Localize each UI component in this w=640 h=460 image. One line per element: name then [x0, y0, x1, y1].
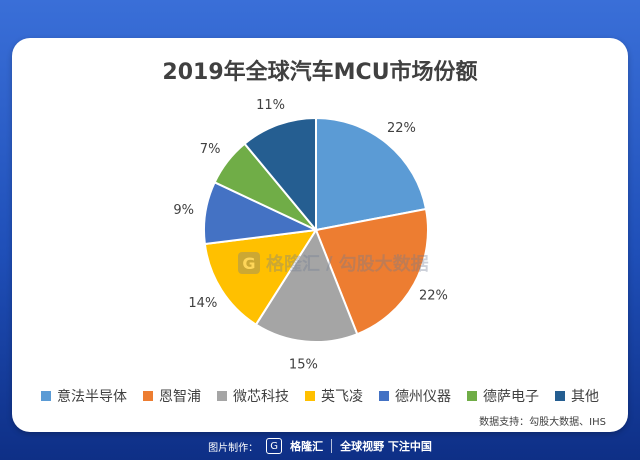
pie-label-2: 15% — [289, 357, 318, 372]
watermark-text: 勾股大数据 — [338, 254, 429, 275]
footer-made-by: 图片制作： — [208, 442, 259, 454]
legend-item-0: 意法半导体 — [41, 386, 127, 406]
pie-slice-0 — [315, 116, 428, 232]
footer-brand: 格隆汇 — [290, 440, 324, 453]
legend-label-6: 其他 — [571, 389, 599, 405]
pie-slice-3 — [203, 228, 318, 326]
legend-label-4: 德州仪器 — [395, 389, 451, 405]
legend-label-3: 英飞凌 — [321, 389, 363, 405]
legend-item-6: 其他 — [555, 386, 599, 406]
legend-label-1: 恩智浦 — [159, 389, 201, 405]
legend-item-1: 恩智浦 — [143, 386, 201, 406]
legend-swatch-5 — [467, 391, 477, 401]
legend-label-5: 德萨电子 — [483, 389, 539, 405]
legend-swatch-0 — [41, 391, 51, 401]
pie-slice-1 — [314, 207, 429, 336]
watermark-logo: G — [238, 252, 260, 274]
legend-swatch-2 — [217, 391, 227, 401]
legend-item-4: 德州仪器 — [379, 386, 451, 406]
chart-card: 2019年全球汽车MCU市场份额 22% 22% 15% 14% 9% 7% 11% G 格… — [12, 38, 628, 432]
legend-label-0: 意法半导体 — [57, 389, 127, 405]
footer-logo-icon: G — [266, 438, 283, 454]
chart-title: 2019年全球汽车MCU市场份额 — [162, 60, 478, 85]
chart-legend: 意法半导体 恩智浦 微芯科技 英飞凌 德州仪器 德萨电子 其他 — [12, 386, 628, 406]
pie-label-4: 9% — [173, 203, 194, 218]
pie-label-0: 22% — [387, 121, 416, 136]
legend-swatch-6 — [555, 391, 565, 401]
pie-label-5: 7% — [200, 142, 221, 157]
legend-swatch-3 — [305, 391, 315, 401]
legend-item-5: 德萨电子 — [467, 386, 539, 406]
pie-label-1: 22% — [419, 289, 448, 304]
pie-label-3: 14% — [188, 296, 217, 311]
footer-divider — [331, 439, 333, 453]
watermark-brand: 格隆汇 — [266, 254, 320, 275]
pie-slice-6 — [243, 116, 317, 233]
footer: 图片制作： G 格隆汇 全球视野 下注中国 — [0, 436, 640, 456]
watermark-slash: / — [326, 252, 333, 274]
legend-item-2: 微芯科技 — [217, 386, 289, 406]
pie-label-6: 11% — [256, 98, 285, 113]
legend-swatch-4 — [379, 391, 389, 401]
legend-label-2: 微芯科技 — [233, 389, 289, 405]
legend-swatch-1 — [143, 391, 153, 401]
pie-slice-2 — [254, 227, 359, 343]
watermark: G 格隆汇 / 勾股大数据 — [238, 250, 429, 276]
pie-chart: 22% 22% 15% 14% 9% 7% 11% — [173, 98, 448, 372]
legend-item-3: 英飞凌 — [305, 386, 363, 406]
data-source: 数据支持：勾股大数据、IHS — [479, 417, 606, 428]
footer-slogan: 全球视野 下注中国 — [340, 440, 432, 453]
